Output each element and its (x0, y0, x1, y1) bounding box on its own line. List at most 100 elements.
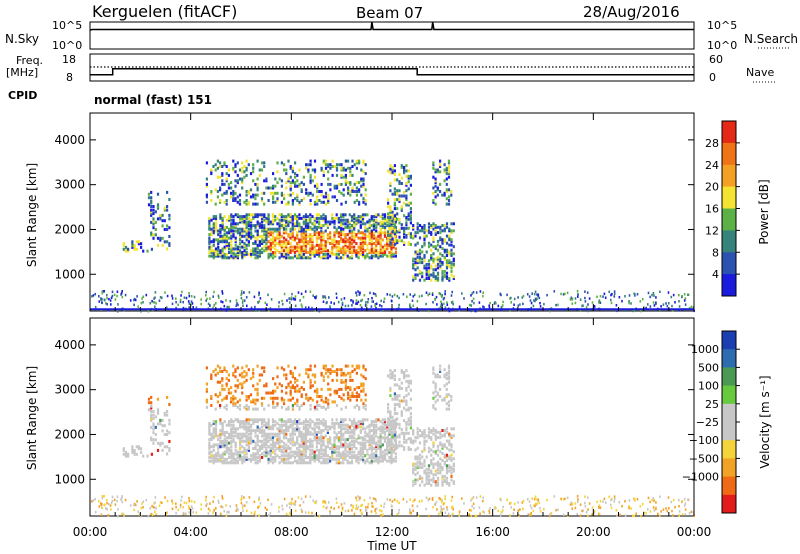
velocity-cell (313, 430, 316, 434)
velocity-cell (441, 443, 444, 447)
velocity-cell (416, 471, 419, 475)
power-cell (445, 266, 449, 270)
power-cell (150, 247, 153, 251)
velocity-cell (340, 434, 343, 438)
power-cell (208, 233, 211, 237)
power-cell (375, 220, 378, 224)
velocity-cell (294, 389, 297, 393)
power-cell (403, 165, 406, 169)
power-cell (599, 295, 602, 298)
power-cell (337, 249, 340, 253)
power-cell (324, 252, 327, 256)
power-cell (285, 243, 288, 247)
power-cell (370, 236, 373, 240)
power-cell (309, 236, 312, 240)
velocity-cell (388, 456, 391, 459)
velocity-cell (375, 443, 378, 447)
power-cell (358, 190, 361, 193)
power-cell (245, 213, 248, 217)
velocity-cell (272, 389, 275, 393)
power-cell (243, 299, 246, 302)
power-cell (357, 247, 360, 251)
power-cell (318, 236, 321, 240)
power-cell (553, 290, 556, 293)
power-cell (393, 214, 396, 218)
power-cell (212, 240, 215, 244)
velocity-cell (208, 447, 211, 450)
power-cell (333, 218, 336, 222)
power-cell (333, 195, 336, 199)
power-cell (150, 208, 153, 212)
power-cell (258, 168, 261, 172)
power-cell (318, 254, 321, 258)
power-cell (302, 216, 305, 220)
power-cell (232, 193, 235, 197)
velocity-cell (236, 450, 239, 454)
velocity-cell (159, 418, 162, 422)
power-cell (446, 303, 449, 306)
velocity-cell (309, 457, 312, 461)
power-cell (209, 304, 211, 307)
velocity-cell (361, 450, 365, 454)
velocity-cell (291, 405, 294, 409)
power-cell (443, 239, 446, 243)
power-cell (344, 252, 347, 256)
power-cell (513, 303, 515, 306)
velocity-cell (374, 498, 377, 501)
power-cell (214, 222, 218, 226)
power-cell (348, 256, 351, 260)
velocity-cell (280, 425, 283, 429)
power-cell (309, 216, 312, 220)
power-cell (282, 242, 286, 245)
velocity-cell (372, 454, 376, 458)
velocity-cell (234, 402, 237, 406)
velocity-cell (234, 448, 237, 452)
power-cell (216, 159, 219, 163)
velocity-cell (228, 436, 231, 440)
power-cell (324, 222, 327, 226)
power-cell (353, 213, 356, 217)
power-cell (245, 190, 248, 193)
power-cell (309, 227, 312, 231)
velocity-cell (445, 395, 448, 398)
power-cell (331, 242, 334, 245)
power-cell (291, 202, 294, 206)
velocity-cell (234, 404, 237, 407)
velocity-cell (225, 461, 228, 465)
velocity-cell (243, 427, 246, 431)
power-cell (409, 221, 412, 225)
power-cell (409, 232, 412, 236)
power-cell (445, 277, 449, 280)
velocity-cell (225, 443, 228, 447)
velocity-cell (300, 443, 303, 447)
velocity-cell (263, 420, 266, 424)
power-cell (265, 242, 268, 245)
power-cell (217, 238, 220, 242)
power-cell (347, 191, 350, 195)
power-cell (322, 252, 325, 256)
power-cell (500, 293, 502, 297)
power-cell (213, 290, 215, 294)
power-cell (387, 239, 390, 243)
velocity-cell (137, 510, 139, 513)
velocity-cell (448, 434, 451, 438)
power-cell (633, 292, 636, 296)
power-cell (441, 193, 444, 197)
power-cell (416, 231, 419, 235)
velocity-cell (383, 457, 387, 461)
power-cell (445, 234, 449, 238)
power-cell (443, 163, 446, 167)
power-cell (409, 207, 412, 211)
velocity-cell (320, 447, 323, 450)
power-cell (258, 309, 260, 312)
velocity-cell (214, 427, 218, 431)
power-cell (298, 227, 301, 231)
velocity-cell (355, 386, 358, 390)
power-cell (393, 228, 396, 232)
velocity-cell (304, 454, 308, 458)
power-cell (221, 290, 223, 293)
velocity-cell (398, 385, 401, 389)
power-cell (242, 304, 244, 307)
power-cell (320, 168, 323, 172)
power-cell (289, 249, 292, 253)
